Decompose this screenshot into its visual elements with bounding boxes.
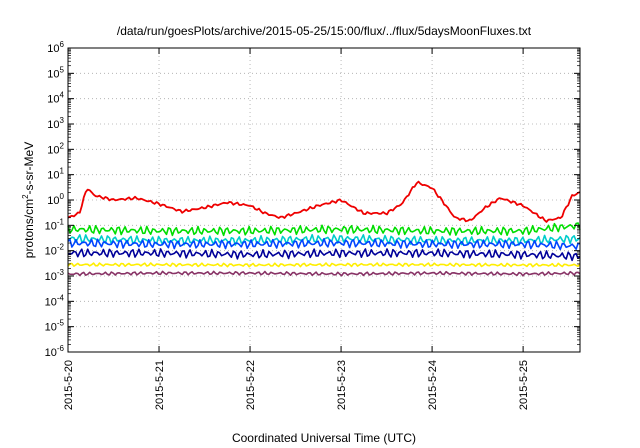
y-tick-label: 106 [47,40,64,55]
y-tick-label-exp: -5 [57,319,65,328]
series-line [67,270,581,277]
series-line [67,238,581,251]
y-tick-label-base: 10 [47,94,59,106]
y-tick-label-exp: -3 [57,268,65,277]
y-tick-label-exp: -2 [57,243,65,252]
y-tick-label: 101 [47,167,64,182]
series-line [67,248,581,262]
y-tick-label-base: 10 [47,170,59,182]
chart-title: /data/run/goesPlots/archive/2015-05-25/1… [117,24,532,38]
x-tick-label: 2015-5-24 [427,360,439,410]
y-tick-label-base: 10 [45,220,57,232]
y-tick-label: 10-6 [45,344,65,359]
y-tick-label-exp: 4 [60,91,65,100]
series-group [67,180,581,277]
series-line [67,222,581,237]
y-tick-label: 10-4 [45,293,65,308]
y-tick-label-base: 10 [47,195,59,207]
y-tick-label: 10-2 [45,243,65,258]
y-tick-label-exp: 1 [60,167,65,176]
x-tick-label: 2015-5-22 [245,360,257,410]
y-tick-label-base: 10 [47,68,59,80]
y-tick-label-exp: -6 [57,344,65,353]
y-ticks: 10-610-510-410-310-210-11001011021031041… [45,40,580,359]
y-tick-label: 10-5 [45,319,65,334]
y-tick-label: 102 [47,141,64,156]
y-tick-label-exp: 6 [60,40,65,49]
y-tick-label-base: 10 [47,43,59,55]
y-tick-label-exp: 2 [60,141,65,150]
y-tick-label-exp: -1 [57,217,65,226]
x-ticks: 2015-5-20 2015-5-21 2015-5-22 2015-5-23 2015… [63,48,530,410]
y-tick-label-exp: 3 [60,116,65,125]
y-tick-label: 10-1 [45,217,65,232]
y-tick-label-exp: -4 [57,293,65,302]
y-tick-label: 105 [47,65,64,80]
x-tick-label: 2015-5-21 [154,360,166,410]
y-axis-label-base: protons/cm [22,199,36,258]
y-tick-label-base: 10 [45,246,57,258]
y-tick-label: 100 [47,192,64,207]
y-axis-label-sup: 2 [21,194,30,199]
y-tick-label-base: 10 [45,322,57,334]
x-tick-label: 2015-5-20 [63,360,75,410]
x-tick-label: 2015-5-23 [336,360,348,410]
y-tick-label-base: 10 [45,347,57,359]
y-tick-label-exp: 5 [60,65,65,74]
y-tick-label-base: 10 [45,271,57,283]
x-tick-label: 2015-5-25 [518,360,530,410]
y-axis-label: protons/cm2-s-sr-MeV [21,142,36,258]
y-tick-label: 10-3 [45,268,65,283]
y-tick-label: 103 [47,116,64,131]
y-tick-label-base: 10 [45,296,57,308]
x-axis-label: Coordinated Universal Time (UTC) [232,431,416,445]
y-tick-label: 104 [47,91,64,106]
series-line [67,262,581,268]
y-tick-label-exp: 0 [60,192,65,201]
y-tick-label-base: 10 [47,119,59,131]
y-axis-label-rest: -s-sr-MeV [22,142,36,195]
y-tick-label-base: 10 [47,144,59,156]
series-line [67,180,581,223]
